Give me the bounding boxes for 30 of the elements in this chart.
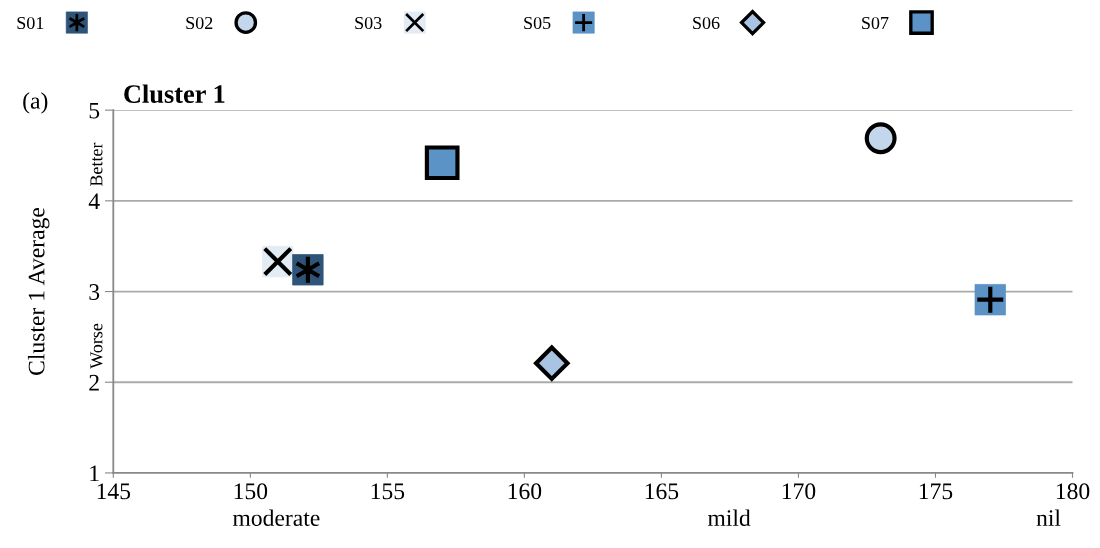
- chart-title: Cluster 1: [124, 84, 225, 104]
- text: mild: [707, 509, 751, 526]
- x-tick-label: 155: [371, 483, 405, 500]
- legend-label: S02: [186, 16, 213, 30]
- text: (a): [23, 92, 48, 114]
- legend-label: S03: [355, 16, 382, 30]
- x-tick-label: 165: [645, 483, 679, 500]
- point: [533, 345, 570, 381]
- y-tick-label: 5: [89, 102, 100, 119]
- x-tick-label: 150: [234, 483, 268, 500]
- x-tick-label: 160: [508, 483, 542, 500]
- legend-label: S01: [17, 16, 44, 30]
- x-tick-label: 175: [919, 483, 953, 500]
- point: [864, 122, 897, 155]
- text: moderate: [232, 509, 320, 526]
- y-axis-title: Cluster 1 Average: [27, 207, 50, 375]
- y-tick-label: 2: [89, 374, 99, 391]
- y-tick-label: 1: [90, 465, 99, 482]
- y-tick-label: 3: [89, 284, 100, 300]
- text: nil: [1036, 509, 1061, 526]
- x-tick-label: 180: [1056, 483, 1090, 500]
- x-tick-label: 145: [97, 483, 131, 500]
- point: [424, 145, 460, 181]
- legend-label: S06: [693, 16, 720, 30]
- text: Better: [90, 142, 103, 187]
- legend-label: S07: [862, 16, 889, 30]
- y-tick-label: 4: [88, 193, 100, 210]
- legend-label: S05: [524, 16, 551, 30]
- x-tick-label: 170: [782, 483, 816, 500]
- text: Worse: [90, 323, 103, 369]
